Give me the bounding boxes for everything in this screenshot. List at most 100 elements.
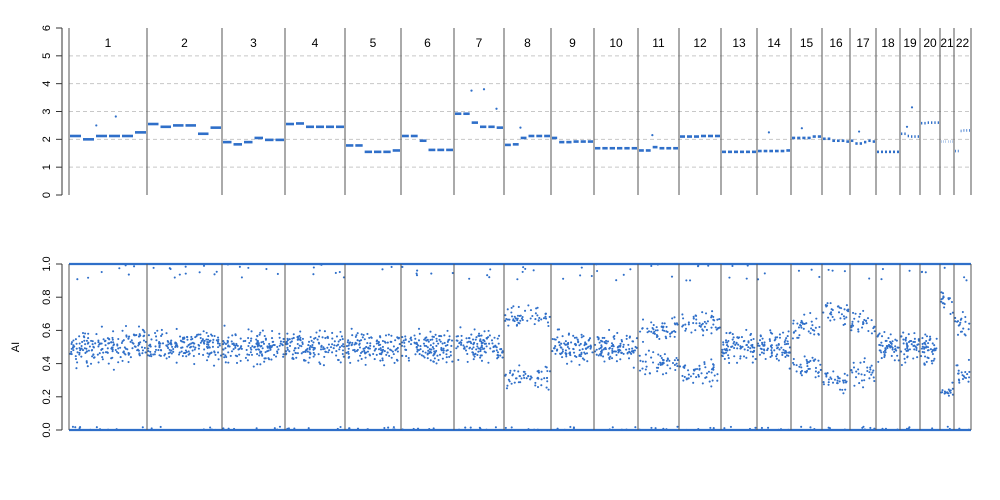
allelic-imbalance-point — [656, 329, 659, 332]
allelic-imbalance-point — [698, 322, 701, 325]
allelic-imbalance-point — [513, 320, 516, 323]
allelic-imbalance-point — [967, 328, 970, 331]
allelic-imbalance-point — [239, 359, 242, 362]
allelic-imbalance-point — [845, 304, 848, 307]
allelic-imbalance-point — [463, 347, 466, 350]
allelic-imbalance-point — [702, 334, 705, 337]
allelic-imbalance-point — [188, 352, 191, 355]
allelic-imbalance-point — [450, 339, 454, 342]
allelic-imbalance-point — [730, 345, 733, 349]
allelic-imbalance-point — [239, 337, 242, 340]
allelic-imbalance-point — [518, 364, 521, 367]
y-tick-label: 4 — [41, 81, 53, 87]
allelic-imbalance-point — [161, 342, 165, 345]
allelic-imbalance-point — [273, 427, 276, 430]
allelic-imbalance-point — [883, 331, 886, 334]
allelic-imbalance-point — [365, 428, 368, 431]
allelic-imbalance-point — [104, 351, 108, 354]
allelic-imbalance-point — [111, 336, 114, 339]
allelic-imbalance-point — [106, 337, 109, 340]
allelic-imbalance-point — [880, 357, 883, 360]
allelic-imbalance-point — [158, 341, 161, 344]
allelic-imbalance-point — [499, 354, 502, 357]
allelic-imbalance-point — [311, 343, 314, 347]
allelic-imbalance-point — [127, 352, 130, 355]
allelic-imbalance-point — [516, 314, 520, 317]
allelic-imbalance-point — [546, 369, 549, 373]
allelic-imbalance-point — [670, 275, 674, 278]
allelic-imbalance-point — [869, 368, 872, 371]
allelic-imbalance-point — [732, 336, 735, 339]
allelic-imbalance-point — [946, 425, 949, 428]
allelic-imbalance-point — [238, 265, 241, 268]
allelic-imbalance-point — [354, 341, 357, 344]
allelic-imbalance-point — [154, 348, 158, 351]
allelic-imbalance-point — [729, 425, 732, 428]
allelic-imbalance-point — [270, 337, 274, 340]
allelic-imbalance-point — [827, 316, 830, 319]
allelic-imbalance-point — [152, 353, 155, 356]
allelic-imbalance-point — [256, 344, 260, 347]
allelic-imbalance-point — [635, 337, 638, 340]
allelic-imbalance-point — [811, 324, 814, 327]
allelic-imbalance-point — [605, 339, 608, 343]
allelic-imbalance-point — [924, 333, 927, 336]
allelic-imbalance-point — [214, 428, 217, 431]
allelic-imbalance-point — [881, 267, 884, 271]
allelic-imbalance-point — [705, 322, 708, 325]
allelic-imbalance-point — [154, 335, 158, 338]
allelic-imbalance-point — [760, 426, 763, 429]
allelic-imbalance-point — [423, 356, 426, 359]
allelic-imbalance-point — [564, 340, 567, 343]
allelic-imbalance-point — [800, 425, 803, 428]
allelic-imbalance-point — [948, 297, 951, 300]
allelic-imbalance-point — [393, 361, 396, 364]
allelic-imbalance-point — [908, 269, 911, 272]
allelic-imbalance-point — [391, 350, 394, 353]
allelic-imbalance-point — [410, 339, 413, 342]
allelic-imbalance-point — [179, 335, 182, 338]
allelic-imbalance-point — [183, 351, 186, 354]
allelic-imbalance-point — [692, 372, 695, 375]
allelic-imbalance-point — [551, 350, 554, 353]
allelic-imbalance-point — [143, 331, 146, 334]
allelic-imbalance-point — [776, 346, 779, 349]
allelic-imbalance-point — [350, 344, 353, 347]
allelic-imbalance-point — [372, 345, 375, 348]
allelic-imbalance-point — [809, 311, 812, 315]
allelic-imbalance-point — [583, 358, 586, 361]
allelic-imbalance-point — [706, 320, 709, 323]
allelic-imbalance-point — [762, 352, 765, 355]
allelic-imbalance-point — [238, 353, 241, 356]
allelic-imbalance-point — [961, 377, 965, 381]
allelic-imbalance-point — [801, 322, 805, 325]
allelic-imbalance-point — [906, 355, 909, 358]
allelic-imbalance-point — [825, 304, 829, 307]
allelic-imbalance-point — [818, 325, 821, 329]
allelic-imbalance-point — [91, 340, 94, 343]
allelic-imbalance-point — [159, 348, 162, 352]
allelic-imbalance-point — [443, 334, 446, 337]
allelic-imbalance-point — [504, 373, 507, 376]
allelic-imbalance-point — [798, 334, 801, 337]
allelic-imbalance-point — [572, 427, 575, 430]
allelic-imbalance-point — [774, 338, 777, 341]
allelic-imbalance-point — [746, 264, 749, 267]
allelic-imbalance-point — [923, 351, 926, 354]
allelic-imbalance-point — [572, 334, 575, 337]
allelic-imbalance-point — [459, 326, 462, 329]
allelic-imbalance-point — [611, 347, 614, 350]
allelic-imbalance-point — [608, 347, 611, 350]
allelic-imbalance-point — [472, 353, 475, 356]
allelic-imbalance-point — [534, 381, 537, 384]
allelic-imbalance-point — [181, 337, 185, 341]
allelic-imbalance-point — [465, 337, 468, 340]
allelic-imbalance-point — [907, 340, 911, 344]
allelic-imbalance-point — [659, 361, 662, 364]
allelic-imbalance-point — [87, 341, 90, 344]
allelic-imbalance-point — [402, 339, 405, 342]
allelic-imbalance-point — [580, 333, 583, 336]
allelic-imbalance-point — [379, 359, 382, 362]
allelic-imbalance-point — [842, 392, 845, 395]
allelic-imbalance-point — [197, 347, 200, 350]
